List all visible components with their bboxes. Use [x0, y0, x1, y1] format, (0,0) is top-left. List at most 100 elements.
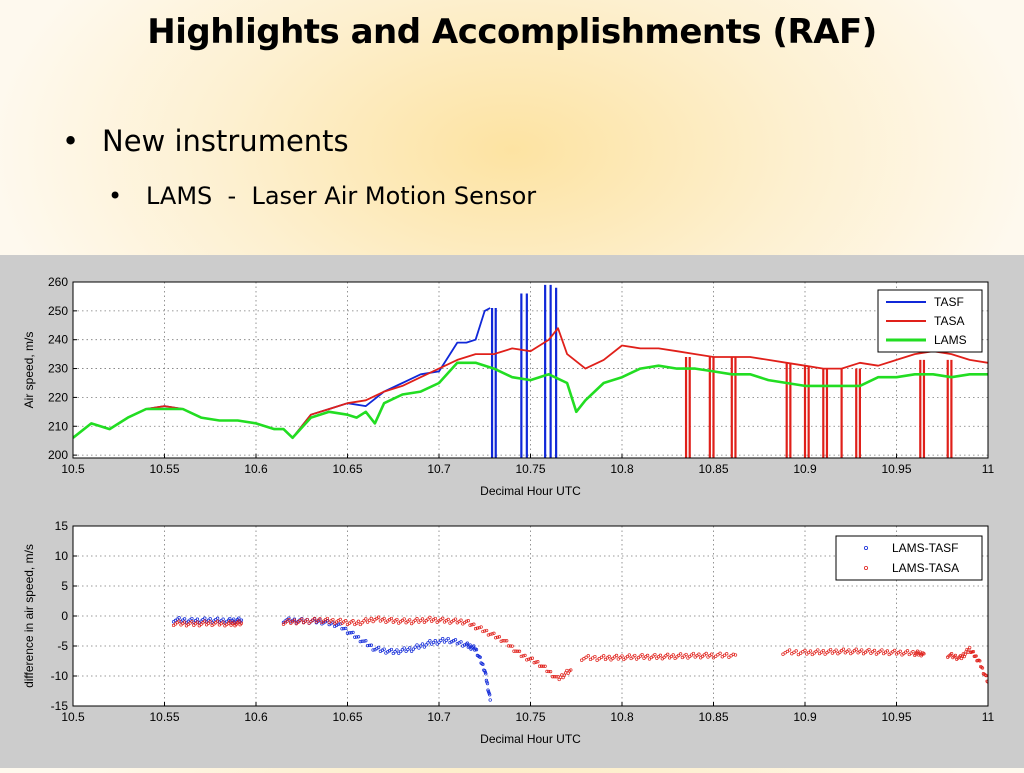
data-point-lams-tasa	[331, 617, 335, 622]
data-point-lams-tasa	[499, 639, 503, 643]
data-point-lams-tasf	[364, 639, 368, 643]
data-point-lams-tasf	[411, 647, 416, 651]
data-point-lams-tasa	[722, 653, 727, 657]
data-point-lams-tasa	[521, 654, 525, 658]
data-point-lams-tasa	[420, 617, 425, 621]
data-point-lams-tasa	[536, 660, 540, 664]
data-point-lams-tasf	[376, 645, 381, 650]
data-point-lams-tasa	[475, 626, 480, 630]
data-point-lams-tasa	[371, 619, 375, 624]
data-point-lams-tasa	[532, 661, 536, 665]
x-tick-label: 10.95	[881, 462, 911, 476]
data-point-lams-tasa	[300, 617, 304, 621]
legend: LAMS-TASF LAMS-TASA	[835, 535, 983, 581]
data-point-lams-tasa	[484, 628, 489, 633]
data-point-lams-tasa	[525, 658, 529, 662]
data-point-lams-tasf	[402, 646, 406, 650]
data-point-lams-tasf	[441, 637, 445, 641]
data-point-lams-tasf	[397, 651, 401, 655]
data-point-lams-tasa	[678, 652, 683, 656]
data-point-lams-tasa	[395, 617, 399, 622]
data-point-lams-tasa	[911, 650, 915, 654]
plot-frame	[72, 525, 989, 707]
data-point-lams-tasa	[415, 617, 419, 621]
data-point-lams-tasa	[492, 631, 496, 635]
data-point-lams-tasf	[439, 638, 443, 643]
data-point-lams-tasa	[367, 618, 372, 622]
x-tick-label: 10.55	[149, 462, 179, 476]
x-tick-label: 10.6	[244, 710, 268, 724]
data-point-lams-tasf	[292, 617, 297, 621]
data-point-lams-tasf	[389, 647, 394, 652]
data-point-lams-tasf	[395, 648, 399, 652]
data-point-lams-tasa	[801, 650, 805, 654]
data-point-lams-tasf	[349, 631, 353, 635]
data-point-lams-tasf	[351, 630, 355, 635]
data-point-lams-tasf	[431, 640, 436, 645]
data-point-lams-tasf	[287, 616, 291, 620]
y-axis-label: Air speed, m/s	[22, 332, 36, 409]
data-point-lams-tasa	[495, 635, 500, 639]
data-point-lams-tasa	[880, 648, 884, 652]
data-point-lams-tasf	[446, 636, 450, 641]
y-tick-label: 15	[55, 519, 69, 533]
data-point-lams-tasa	[961, 652, 965, 656]
data-point-lams-tasa	[704, 651, 708, 656]
data-point-lams-tasa	[697, 652, 701, 656]
data-point-lams-tasa	[417, 620, 421, 624]
data-point-lams-tasa	[419, 618, 423, 623]
data-point-lams-tasa	[593, 654, 597, 659]
data-point-lams-tasa	[483, 629, 487, 633]
data-point-lams-tasa	[971, 649, 976, 654]
data-point-lams-tasf	[347, 631, 351, 635]
data-layer	[73, 284, 988, 458]
data-point-lams-tasa	[441, 616, 445, 620]
data-point-lams-tasf	[358, 639, 362, 644]
data-point-lams-tasa	[860, 648, 864, 652]
data-point-lams-tasa	[376, 615, 381, 619]
data-point-lams-tasa	[545, 669, 549, 674]
y-tick-label: 230	[48, 362, 68, 376]
data-point-lams-tasa	[543, 664, 547, 668]
data-point-lams-tasa	[382, 616, 386, 621]
x-axis-label: Decimal Hour UTC	[480, 484, 581, 498]
data-point-lams-tasa	[599, 655, 604, 659]
data-point-lams-tasf	[409, 649, 414, 653]
data-point-lams-tasf	[430, 642, 434, 646]
data-point-lams-tasa	[918, 650, 922, 654]
data-point-lams-tasf	[203, 616, 207, 620]
data-point-lams-tasa	[516, 649, 520, 653]
data-point-lams-tasa	[597, 657, 601, 661]
data-point-lams-tasa	[506, 644, 511, 648]
data-point-lams-tasf	[444, 638, 448, 642]
data-point-lams-tasa	[517, 649, 522, 653]
data-point-lams-tasf	[478, 655, 482, 659]
data-point-lams-tasa	[867, 647, 871, 652]
data-point-lams-tasa	[841, 647, 846, 651]
data-point-lams-tasa	[718, 651, 722, 655]
data-point-lams-tasa	[287, 618, 291, 622]
data-point-lams-tasa	[519, 654, 523, 659]
data-point-lams-tasa	[312, 616, 317, 621]
data-point-lams-tasa	[365, 620, 370, 624]
data-point-lams-tasf	[483, 669, 487, 673]
data-point-lams-tasa	[514, 649, 518, 653]
data-point-lams-tasa	[426, 617, 430, 621]
data-point-lams-tasa	[538, 664, 542, 668]
data-point-lams-tasa	[501, 639, 505, 643]
data-point-lams-tasa	[569, 668, 573, 672]
data-point-lams-tasf	[486, 688, 490, 692]
data-point-lams-tasa	[409, 621, 414, 626]
data-point-lams-tasf	[486, 690, 491, 694]
legend-box	[835, 535, 983, 581]
figure-panel: 10.5 10.55 10.6 10.65 10.7 10.75 10.8 10.85 10.9…	[0, 255, 1024, 768]
data-point-lams-tasa	[821, 648, 825, 653]
data-point-lams-tasf	[398, 649, 403, 654]
data-point-lams-tasa	[314, 620, 319, 624]
data-point-lams-tasa	[733, 653, 738, 657]
data-point-lams-tasa	[486, 633, 491, 637]
data-point-lams-tasa	[464, 619, 469, 623]
y-tick-label: 220	[48, 390, 68, 404]
data-point-lams-tasf	[365, 643, 370, 648]
data-point-lams-tasa	[602, 654, 606, 658]
